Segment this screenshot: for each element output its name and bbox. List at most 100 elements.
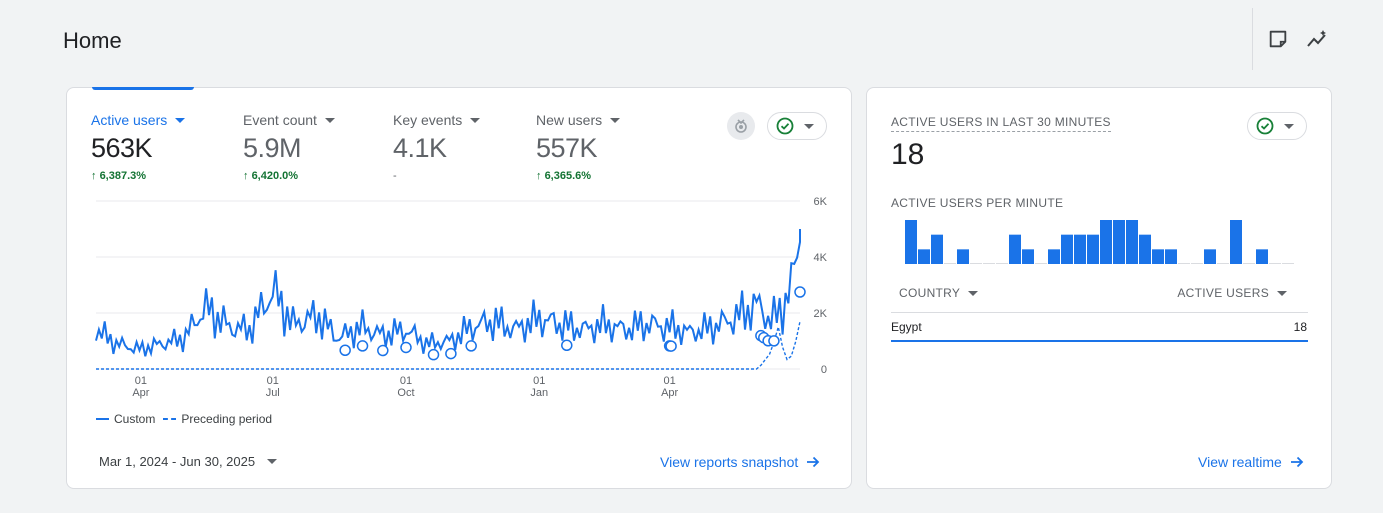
note-icon[interactable] (1267, 28, 1291, 52)
x-tick-day: 01 (400, 375, 412, 387)
insight-badge-icon[interactable] (727, 112, 755, 140)
table-cell-country: Egypt (891, 320, 922, 334)
anomaly-marker (400, 341, 412, 354)
metric-value: 563K (91, 133, 153, 163)
realtime-title[interactable]: ACTIVE USERS IN LAST 30 MINUTES (891, 115, 1111, 132)
caret-down-icon (1284, 123, 1294, 129)
per-minute-label: ACTIVE USERS PER MINUTE (891, 196, 1064, 210)
caret-down-icon (267, 459, 278, 464)
anomaly-marker (445, 347, 457, 360)
status-dropdown[interactable] (1247, 112, 1307, 140)
insights-icon[interactable] (1306, 28, 1330, 52)
x-tick-month: Apr (132, 387, 149, 399)
caret-down-icon (470, 117, 481, 123)
realtime-card: ACTIVE USERS IN LAST 30 MINUTES 18 ACTIV… (866, 87, 1332, 489)
col-header-active-users[interactable]: ACTIVE USERS (1177, 286, 1287, 300)
x-tick-month: Jul (266, 387, 280, 399)
per-minute-bar (1087, 234, 1099, 264)
per-minute-bar-empty (996, 263, 1008, 264)
page-title: Home (63, 28, 122, 53)
y-tick-label: 0 (821, 364, 827, 376)
check-circle-icon (1256, 117, 1274, 135)
metric-label[interactable]: Active users (91, 112, 186, 128)
per-minute-bar (1230, 220, 1242, 264)
per-minute-bar (1100, 220, 1112, 264)
per-minute-bar (1152, 249, 1164, 264)
anomaly-marker (768, 335, 780, 347)
x-tick-month: Apr (661, 387, 678, 399)
metric-label[interactable]: Key events (393, 112, 481, 128)
per-minute-bar-empty (1191, 263, 1203, 264)
caret-down-icon (324, 117, 335, 123)
metric-value: 4.1K (393, 133, 447, 163)
per-minute-bar (1074, 234, 1086, 264)
per-minute-bar-empty (1217, 263, 1229, 264)
per-minute-bar-empty (983, 263, 995, 264)
per-minute-bar (1126, 220, 1138, 264)
anomaly-marker (794, 286, 806, 298)
metric-key-events[interactable]: Key events 4.1K - (393, 112, 481, 182)
per-minute-bar (1256, 249, 1268, 264)
table-divider (891, 312, 1308, 313)
per-minute-bar-empty (1269, 263, 1281, 264)
date-range-selector[interactable]: Mar 1, 2024 - Jun 30, 2025 (99, 454, 278, 469)
per-minute-bar-empty (1035, 263, 1047, 264)
anomaly-marker (561, 339, 573, 352)
metric-value: 557K (536, 133, 598, 163)
x-tick-month: Jan (530, 387, 548, 399)
overview-card: Active users 563K ↑ 6,387.3% Event count… (66, 87, 852, 489)
caret-down-icon (1277, 290, 1287, 296)
y-tick-label: 6K (814, 196, 828, 208)
series-custom-line (95, 229, 801, 358)
caret-down-icon (610, 117, 621, 123)
legend-custom: Custom (96, 412, 155, 426)
x-tick-day: 01 (533, 375, 545, 387)
per-minute-bar (931, 234, 943, 264)
metric-change: ↑ 6,387.3% (91, 170, 147, 182)
chart-legend: Custom Preceding period (96, 412, 280, 426)
x-tick-month: Oct (397, 387, 414, 399)
per-minute-bar-empty (1282, 263, 1294, 264)
arrow-up-icon: ↑ (536, 170, 545, 182)
legend-preceding: Preceding period (163, 412, 272, 426)
x-tick-day: 01 (135, 375, 147, 387)
per-minute-bar (1204, 249, 1216, 264)
metric-change: - (393, 170, 397, 182)
table-row-bar (891, 340, 1308, 342)
caret-down-icon (968, 290, 979, 296)
y-tick-label: 4K (814, 252, 828, 264)
metric-label[interactable]: New users (536, 112, 621, 128)
status-dropdown[interactable] (767, 112, 827, 140)
metric-value: 5.9M (243, 133, 302, 163)
per-minute-bar (1165, 249, 1177, 264)
metric-active-users[interactable]: Active users 563K ↑ 6,387.3% (91, 112, 186, 182)
per-minute-bar (1113, 220, 1125, 264)
metric-event-count[interactable]: Event count 5.9M ↑ 6,420.0% (243, 112, 335, 182)
per-minute-bar (1139, 234, 1151, 264)
arrow-up-icon: ↑ (91, 170, 100, 182)
view-realtime-link[interactable]: View realtime (1198, 454, 1304, 470)
col-header-country[interactable]: COUNTRY (899, 286, 979, 300)
metric-new-users[interactable]: New users 557K ↑ 6,365.6% (536, 112, 621, 182)
anomaly-marker (665, 340, 677, 352)
dashed-line-swatch (163, 418, 177, 420)
anomaly-marker (465, 340, 477, 352)
anomaly-marker (356, 340, 369, 352)
anomaly-marker (377, 344, 389, 357)
metric-change: ↑ 6,420.0% (243, 170, 299, 182)
table-cell-users: 18 (1293, 320, 1307, 334)
per-minute-bar (1022, 249, 1034, 264)
per-minute-bar (957, 249, 969, 264)
per-minute-bar (918, 249, 930, 264)
view-reports-snapshot-link[interactable]: View reports snapshot (660, 454, 820, 470)
x-tick-day: 01 (267, 375, 279, 387)
solid-line-swatch (96, 418, 109, 420)
arrow-right-icon (1290, 456, 1304, 468)
per-minute-bar-empty (1243, 263, 1255, 264)
caret-down-icon (804, 123, 814, 129)
metric-label[interactable]: Event count (243, 112, 335, 128)
caret-down-icon (175, 117, 186, 123)
per-minute-bar-empty (1178, 263, 1190, 264)
per-minute-bar-empty (970, 263, 982, 264)
